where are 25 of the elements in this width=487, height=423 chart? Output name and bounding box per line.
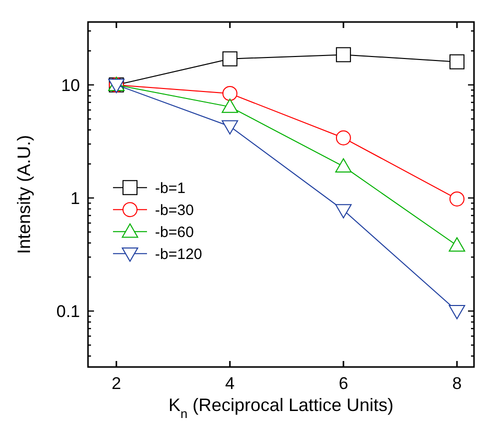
point bbox=[449, 54, 464, 70]
point bbox=[222, 51, 238, 66]
x-tick-label: 2 bbox=[112, 374, 122, 393]
x-tick-label: 8 bbox=[452, 374, 462, 393]
point bbox=[336, 47, 351, 62]
x-axis-title: K$_{n}$ (Reciprocal Lattice Units) bbox=[168, 395, 394, 421]
point bbox=[448, 237, 466, 252]
point bbox=[335, 204, 352, 218]
legend-label: -b=120 bbox=[155, 246, 202, 263]
point bbox=[335, 158, 352, 173]
legend-label: -b=60 bbox=[155, 224, 194, 241]
legend-label: -b=30 bbox=[155, 202, 194, 219]
point bbox=[222, 86, 238, 101]
legend-label: -b=1 bbox=[155, 180, 186, 197]
y-tick-label: 1 bbox=[70, 188, 80, 208]
point bbox=[222, 120, 238, 135]
x-tick-label: 4 bbox=[225, 374, 235, 393]
y-tick-label: 0.1 bbox=[56, 302, 80, 321]
y-axis-title: Intensity (A.U.) bbox=[14, 134, 34, 254]
point bbox=[449, 191, 464, 206]
x-tick-label: 6 bbox=[338, 374, 348, 393]
y-tick-label: 10 bbox=[61, 76, 80, 95]
point bbox=[448, 304, 466, 320]
point bbox=[222, 98, 238, 113]
point bbox=[336, 130, 351, 146]
